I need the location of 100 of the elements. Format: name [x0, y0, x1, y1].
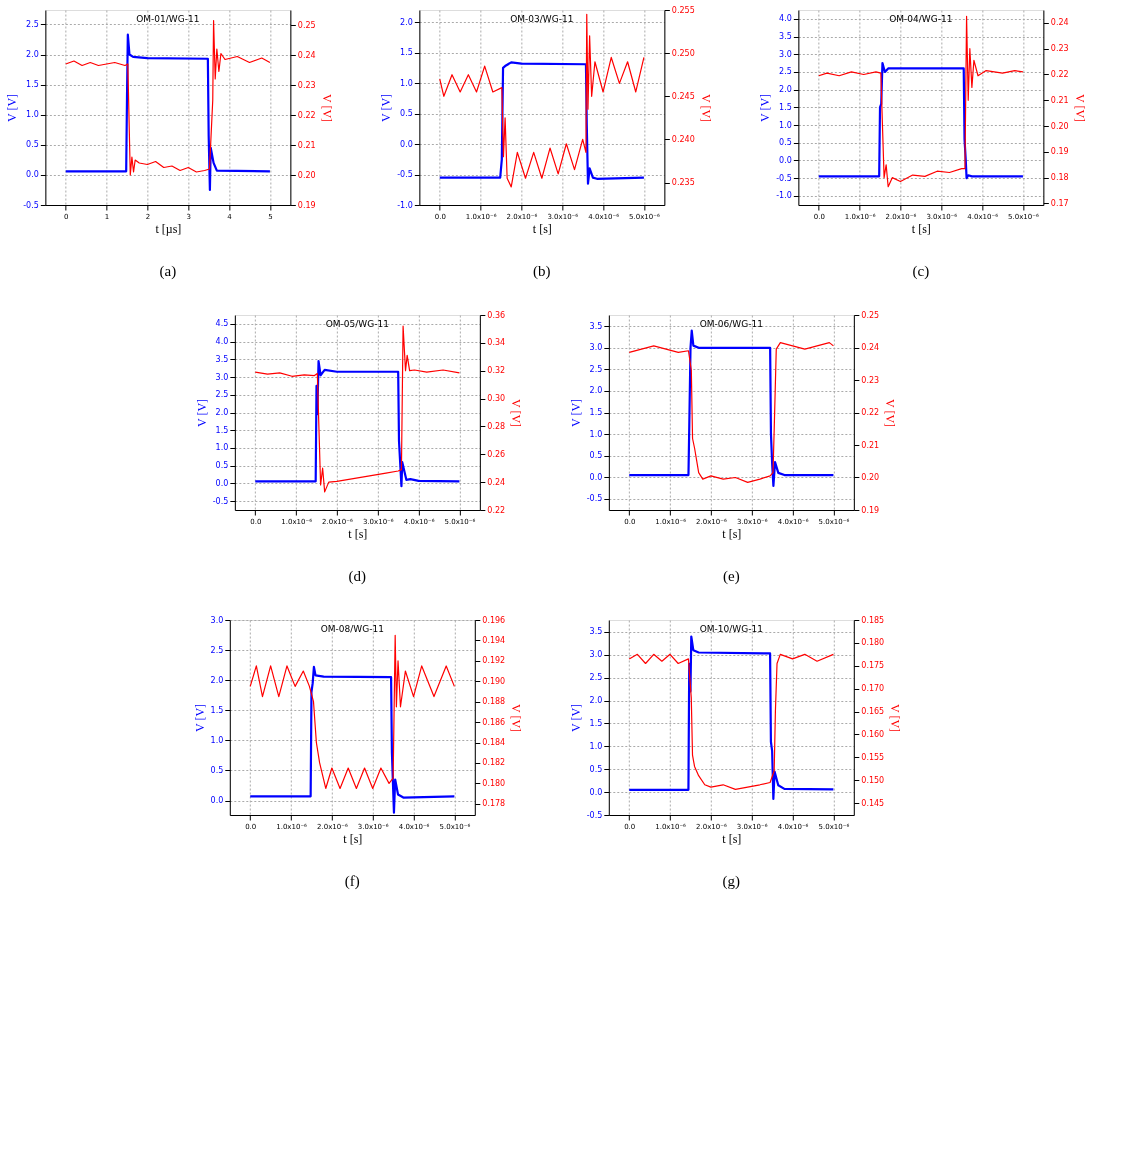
y2-axis-title: V [V] — [1072, 93, 1087, 123]
y-tick-label: 0.5 — [589, 451, 603, 461]
y-tick-label: 1.5 — [400, 48, 413, 58]
y2-axis-title: V [V] — [319, 93, 334, 123]
y-tick-label: 2.5 — [26, 19, 39, 29]
text: (c) — [912, 263, 930, 280]
y-tick-label: 2.5 — [589, 364, 603, 374]
y2-tick-label: 0.24 — [1050, 18, 1069, 28]
y2-tick-label: 0.180 — [861, 638, 885, 648]
y-tick-label: 2.0 — [26, 50, 39, 60]
y2-tick-label: 0.250 — [671, 48, 695, 58]
y-tick-label: 0.0 — [400, 139, 413, 149]
y-tick-label: 0.5 — [779, 138, 792, 148]
y2-tick-label: 0.32 — [487, 366, 506, 376]
y-tick-label: 2.0 — [400, 17, 413, 27]
y-tick-label: 0.5 — [26, 140, 39, 150]
chart-title: OM-04/WG-11 — [889, 14, 953, 24]
text: (g) — [722, 873, 741, 890]
y-tick-label: 0.0 — [779, 155, 792, 165]
y-tick-label: 2.0 — [210, 675, 224, 685]
y2-tick-label: 0.22 — [861, 408, 880, 417]
x-axis-title: t [s] — [911, 221, 931, 236]
text: (e) — [723, 568, 740, 585]
y-tick-label: 1.0 — [210, 735, 224, 745]
y2-tick-label: 0.19 — [297, 200, 316, 210]
y2-tick-label: 0.160 — [861, 729, 885, 739]
y2-tick-label: 0.155 — [861, 752, 885, 762]
y-axis-title: V [V] — [568, 703, 583, 733]
x-axis-title: t [s] — [532, 221, 552, 236]
y2-tick-label: 0.34 — [487, 338, 506, 348]
y2-axis-title: V [V] — [888, 703, 903, 733]
y-tick-label: -0.5 — [586, 494, 603, 504]
y-tick-label: 2.5 — [215, 390, 229, 400]
y-tick-label: 2.0 — [779, 85, 792, 95]
y-tick-label: 1.5 — [589, 408, 603, 417]
y2-tick-label: 0.36 — [487, 310, 506, 320]
y2-tick-label: 0.20 — [297, 170, 316, 180]
y2-tick-label: 0.22 — [487, 505, 506, 515]
y2-tick-label: 0.186 — [482, 717, 506, 727]
y-tick-label: -1.0 — [397, 200, 413, 210]
y-axis-title: V [V] — [5, 93, 20, 123]
y2-tick-label: 0.182 — [482, 758, 506, 768]
text: (f) — [344, 873, 360, 890]
line-series — [249, 634, 455, 790]
y2-axis-title: V [V] — [883, 398, 898, 428]
y2-tick-label: 0.19 — [1050, 147, 1069, 157]
y2-tick-label: 0.240 — [671, 134, 695, 144]
y-axis-title: V [V] — [568, 398, 583, 428]
line-series — [254, 359, 461, 488]
y-tick-label: 1.5 — [589, 718, 603, 728]
y-tick-label: 3.5 — [589, 321, 603, 331]
line-series — [817, 61, 1025, 180]
y2-tick-label: 0.22 — [1050, 69, 1069, 79]
y2-tick-label: 0.20 — [861, 473, 880, 482]
y-tick-label: -0.5 — [23, 200, 39, 210]
text: (b) — [533, 263, 551, 280]
y2-tick-label: 0.145 — [861, 798, 885, 808]
y-tick-label: 3.5 — [215, 354, 229, 364]
y2-tick-label: 0.24 — [487, 477, 506, 487]
y2-axis-title: V [V] — [509, 703, 524, 733]
y2-tick-label: 0.24 — [297, 50, 316, 60]
y-tick-label: -0.5 — [397, 170, 413, 180]
chart-title: OM-01/WG-11 — [136, 14, 200, 24]
line-series — [628, 653, 834, 790]
y2-tick-label: 0.150 — [861, 775, 885, 785]
y2-tick-label: 0.18 — [1050, 173, 1069, 183]
y2-tick-label: 0.196 — [482, 615, 506, 625]
chart-title: OM-03/WG-11 — [510, 14, 574, 24]
y-tick-label: 2.0 — [589, 696, 603, 706]
y2-tick-label: 0.170 — [861, 684, 885, 694]
y-tick-label: 0.5 — [210, 765, 224, 775]
y-tick-label: 1.0 — [26, 110, 39, 120]
y2-tick-label: 0.23 — [861, 375, 880, 385]
y2-tick-label: 0.17 — [1050, 198, 1069, 208]
y-tick-label: 1.5 — [26, 80, 39, 90]
y2-tick-label: 0.245 — [671, 91, 695, 101]
y2-tick-label: 0.188 — [482, 697, 506, 707]
y2-tick-label: 0.235 — [671, 178, 695, 188]
x-axis-title: t [s] — [343, 831, 363, 846]
text: (d) — [348, 568, 367, 585]
y-tick-label: 0.0 — [26, 170, 39, 180]
line-series — [64, 33, 272, 192]
y-tick-label: -0.5 — [776, 173, 792, 183]
y-tick-label: 0.0 — [210, 796, 224, 806]
y-tick-label: 0.0 — [589, 787, 603, 797]
y-tick-label: 4.5 — [215, 319, 229, 329]
line-series — [249, 665, 456, 814]
text: (a) — [159, 263, 177, 280]
y-tick-label: 2.0 — [215, 408, 229, 417]
y2-tick-label: 0.22 — [297, 110, 316, 120]
y2-tick-label: 0.194 — [482, 635, 506, 645]
line-series — [818, 15, 1024, 188]
y-tick-label: 3.5 — [779, 32, 792, 42]
y-tick-label: 3.0 — [210, 615, 224, 625]
chart-title: OM-10/WG-11 — [699, 624, 763, 634]
y2-tick-label: 0.28 — [487, 421, 506, 431]
y-tick-label: 3.0 — [589, 650, 603, 660]
y2-tick-label: 0.23 — [297, 80, 316, 90]
y-tick-label: 3.0 — [215, 372, 229, 382]
x-axis-title: t [s] — [722, 526, 742, 541]
